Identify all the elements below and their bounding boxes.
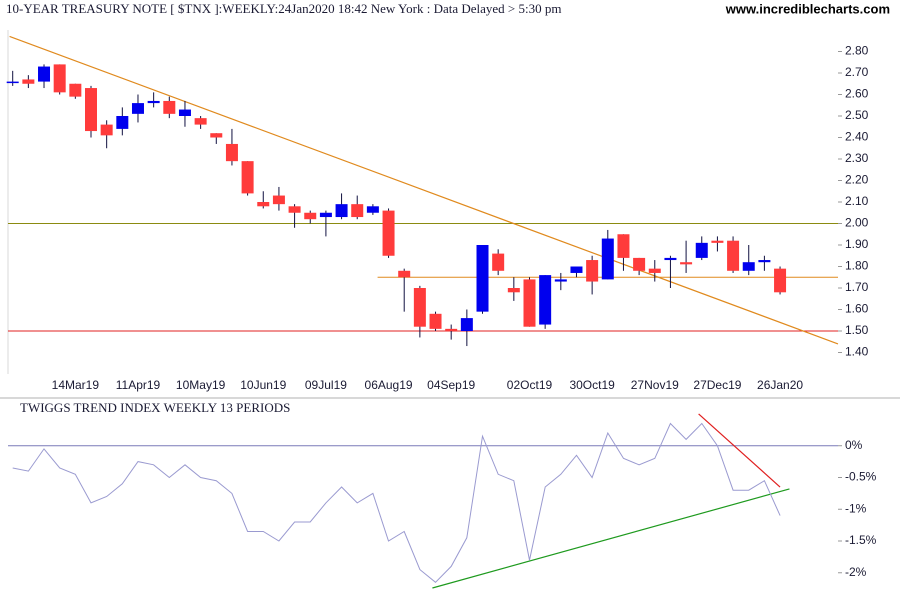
candle-body (523, 279, 536, 327)
x-tick-label: 27Nov19 (631, 378, 679, 392)
indicator-line (12, 422, 781, 583)
candle-body (507, 288, 520, 293)
candle-body (554, 279, 567, 282)
candle-body (53, 64, 66, 93)
candle-body (241, 161, 254, 194)
candle-body (445, 328, 458, 331)
candle-body (147, 100, 160, 104)
candle-body (178, 109, 191, 116)
y-tick-label: 1.40 (845, 345, 869, 359)
candle-body (664, 257, 677, 261)
y-tick-label: -2% (845, 565, 867, 579)
candle-body (194, 118, 207, 125)
candle-body (351, 204, 364, 218)
trend-line (698, 413, 781, 488)
candle-body (100, 124, 113, 136)
chart-title: 10-YEAR TREASURY NOTE [ $TNX ]:WEEKLY:24… (6, 1, 561, 16)
candle-body (633, 257, 646, 271)
x-tick-label: 02Oct19 (507, 378, 553, 392)
candle-body (257, 202, 270, 207)
y-tick-label: 2.60 (845, 87, 869, 101)
candle-body (680, 262, 693, 265)
candle-body (304, 212, 317, 220)
x-tick-label: 11Apr19 (116, 378, 161, 392)
candle-body (366, 206, 379, 213)
candle-body (272, 195, 285, 205)
x-tick-label: 14Mar19 (52, 378, 100, 392)
candle-body (617, 234, 630, 258)
candle-body (398, 270, 411, 278)
candle-body (210, 133, 223, 138)
candle-body (38, 66, 51, 82)
y-tick-label: 2.20 (845, 173, 869, 187)
candle-body (586, 260, 599, 282)
candle-body (727, 240, 740, 271)
website: www.incrediblecharts.com (725, 1, 890, 16)
candle-body (225, 143, 238, 162)
y-tick-label: -1.5% (845, 533, 877, 547)
candle-body (69, 83, 82, 97)
candle-body (6, 81, 19, 84)
candle-body (695, 242, 708, 258)
candle-body (429, 313, 442, 329)
y-tick-label: 2.50 (845, 108, 869, 122)
candle-body (492, 253, 505, 271)
y-tick-label: 2.30 (845, 151, 869, 165)
candle-body (758, 260, 771, 263)
trend-line (432, 488, 790, 589)
candle-body (648, 268, 661, 273)
candle-body (539, 275, 552, 325)
candle-body (774, 268, 787, 293)
y-tick-label: -1% (845, 501, 867, 515)
candle-body (116, 116, 129, 129)
candle-body (570, 266, 583, 273)
candle-body (476, 245, 489, 312)
y-tick-label: 2.80 (845, 44, 869, 58)
candle-body (460, 318, 473, 331)
x-tick-label: 04Sep19 (427, 378, 475, 392)
y-tick-label: 1.80 (845, 259, 869, 273)
trend-line (9, 35, 839, 345)
x-tick-label: 06Aug19 (365, 378, 413, 392)
indicator-title: TWIGGS TREND INDEX WEEKLY 13 PERIODS (20, 400, 290, 415)
y-tick-label: 1.50 (845, 323, 869, 337)
x-tick-label: 30Oct19 (569, 378, 615, 392)
y-tick-label: 1.90 (845, 237, 869, 251)
candle-body (319, 212, 332, 218)
y-tick-label: 2.70 (845, 65, 869, 79)
candle-body (711, 240, 724, 243)
candle-body (742, 262, 755, 271)
y-tick-label: -0.5% (845, 470, 877, 484)
candle-body (601, 238, 614, 280)
x-tick-label: 10May19 (176, 378, 226, 392)
y-tick-label: 2.10 (845, 194, 869, 208)
y-tick-label: 0% (845, 438, 863, 452)
x-tick-label: 27Dec19 (693, 378, 741, 392)
candle-body (85, 88, 97, 132)
y-tick-label: 1.70 (845, 280, 869, 294)
y-tick-label: 2.40 (845, 130, 869, 144)
y-tick-label: 2.00 (845, 216, 869, 230)
x-tick-label: 10Jun19 (240, 378, 286, 392)
x-tick-label: 09Jul19 (305, 378, 347, 392)
candle-body (288, 206, 301, 213)
candle-body (335, 204, 348, 218)
candle-body (163, 100, 176, 114)
y-tick-label: 1.60 (845, 302, 869, 316)
candle-body (413, 288, 426, 327)
candle-body (22, 79, 35, 84)
candle-body (382, 210, 395, 256)
candle-body (131, 103, 144, 114)
x-tick-label: 26Jan20 (757, 378, 803, 392)
